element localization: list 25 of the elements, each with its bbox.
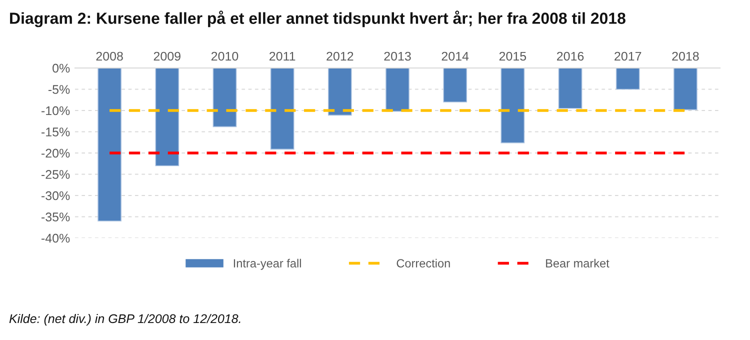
x-tick-label: 2012: [326, 52, 354, 61]
text: Kilde: (net div.) in GBP 1/2008 to 12/2018.: [9, 314, 240, 326]
y-tick-label: -40%: [42, 234, 70, 243]
y-tick-label: -15%: [42, 128, 70, 136]
y-tick-label: -20%: [42, 148, 70, 158]
x-tick-label: 2008: [96, 52, 123, 61]
x-tick-label: 2011: [270, 52, 296, 61]
x-tick-label: 2016: [556, 52, 584, 61]
y-tick-label: -35%: [42, 212, 70, 222]
y-tick-label: -25%: [42, 170, 70, 179]
y-tick-label: 0%: [52, 64, 70, 73]
chart-title: Diagram 2: Kursene faller på et eller annet tidspunkt hvert år; her fra 2008 til 2018: [10, 10, 626, 28]
x-tick-label: 2013: [384, 52, 411, 61]
x-tick-label: 2014: [442, 52, 469, 61]
x-tick-label: 2010: [211, 52, 238, 61]
y-tick-label: -10%: [42, 106, 70, 116]
x-tick-label: 2017: [614, 52, 642, 61]
legend-label: Correction: [396, 258, 450, 268]
x-tick-label: 2009: [154, 52, 180, 61]
legend-label: Bear market: [546, 258, 610, 268]
x-tick-label: 2015: [499, 52, 526, 61]
x-tick-label: 2018: [672, 52, 699, 61]
y-tick-label: -30%: [42, 191, 70, 200]
y-tick-label: -5%: [48, 85, 70, 94]
legend-label: Intra-year fall: [234, 258, 301, 270]
